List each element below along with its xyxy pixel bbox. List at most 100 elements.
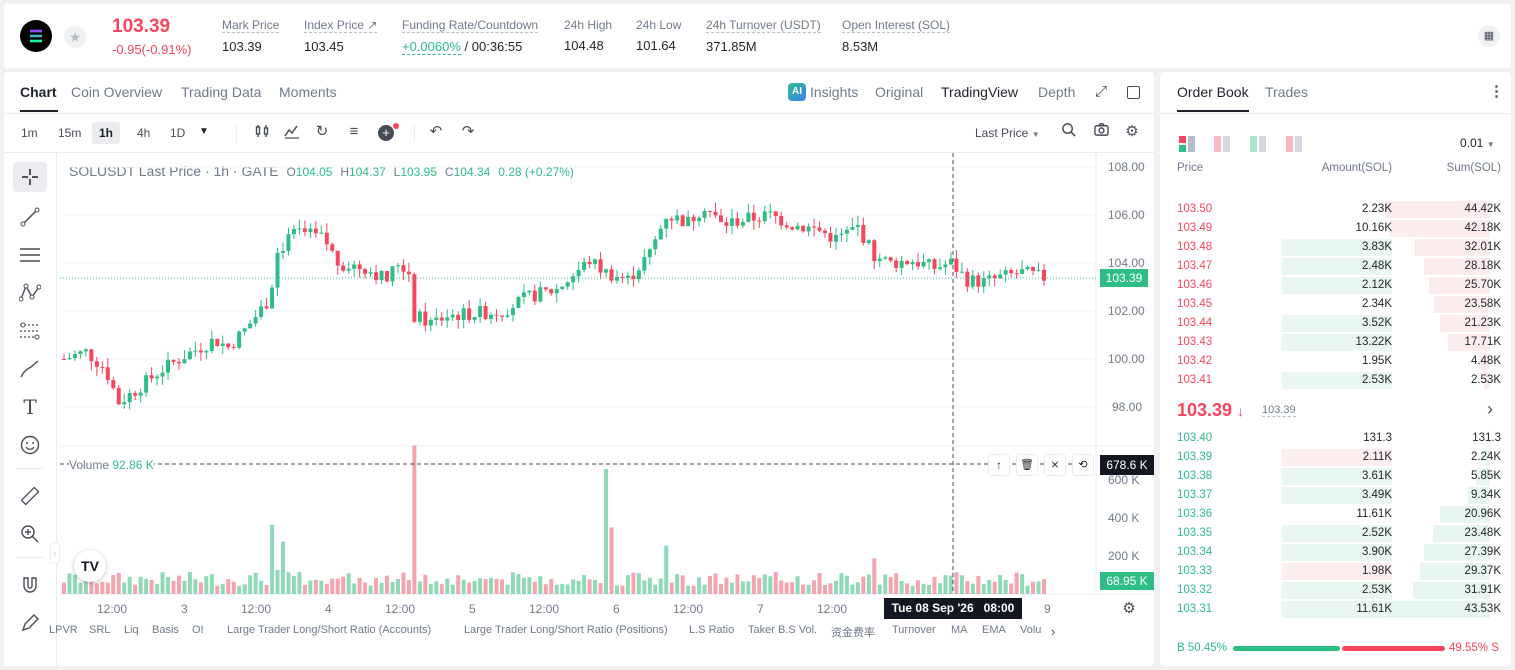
indicator-volume[interactable]: Volu [1020,624,1042,636]
timeframe-4h[interactable]: 4h [137,126,151,140]
indicator-oi[interactable]: OI [192,624,204,636]
chevron-right-icon[interactable]: › [1487,399,1493,419]
bid-row[interactable]: 103.38 3.61K 5.85K [1160,467,1501,486]
candles-icon[interactable] [252,123,272,145]
bid-row[interactable]: 103.35 2.52K 23.48K [1160,524,1501,543]
ask-row[interactable]: 103.43 13.22K 17.71K [1160,333,1501,352]
indicator-lpvr[interactable]: LPVR [49,624,78,636]
more-options-icon[interactable]: ⋮ [1489,83,1504,100]
trendline-tool-icon[interactable] [13,202,47,232]
timeframe-1d[interactable]: 1D [170,126,186,140]
ask-row[interactable]: 103.45 2.34K 23.58K [1160,295,1501,314]
timeframe-1h[interactable]: 1h [92,122,121,144]
scroll-right-icon[interactable]: › [1051,624,1056,639]
bid-row[interactable]: 103.40 131.3 131.3 [1160,429,1501,448]
magnet-tool-icon[interactable] [13,570,47,600]
bid-row[interactable]: 103.33 1.98K 29.37K [1160,562,1501,581]
tab-original[interactable]: Original [875,84,924,100]
replay-icon[interactable]: ↻ [315,123,329,140]
indicator-turnover[interactable]: Turnover [892,624,936,636]
ask-row[interactable]: 103.47 2.48K 28.18K [1160,257,1501,276]
stat-label[interactable]: 24h Turnover (USDT) [706,18,821,33]
pattern-tool-icon[interactable] [13,278,47,308]
bid-row[interactable]: 103.39 2.11K 2.24K [1160,448,1501,467]
indicator-large-trader-positions[interactable]: Large Trader Long/Short Ratio (Positions… [464,624,668,636]
crosshair-tool-icon[interactable] [13,162,47,192]
bid-row[interactable]: 103.31 11.61K 43.53K [1160,600,1501,619]
tab-insights[interactable]: Insights [810,84,859,100]
indicators-icon[interactable] [282,123,302,145]
ask-row[interactable]: 103.46 2.12K 25.70K [1160,276,1501,295]
arrow-up-icon[interactable]: ↑ [988,454,1010,476]
text-tool-icon[interactable]: T [23,395,37,419]
templates-icon[interactable]: ≡ [349,123,359,140]
view-bids-icon[interactable] [1250,136,1266,155]
indicator-ema[interactable]: EMA [982,624,1006,636]
tab-coin-overview[interactable]: Coin Overview [71,84,163,100]
indicator-large-trader-accounts[interactable]: Large Trader Long/Short Ratio (Accounts) [227,624,432,636]
favorite-star-icon[interactable]: ★ [64,26,86,48]
indicator-taker-bs-vol[interactable]: Taker B.S Vol. [748,624,818,636]
ask-row[interactable]: 103.41 2.53K 2.53K [1160,371,1501,390]
delete-icon[interactable]: 🗑 [1016,454,1038,476]
bid-row[interactable]: 103.32 2.53K 31.91K [1160,581,1501,600]
funding-rate-value[interactable]: +0.0060% [402,39,461,55]
timeframe-dropdown-icon[interactable]: ▼ [199,126,209,137]
pencil-tool-icon[interactable] [13,608,47,638]
indicator-basis[interactable]: Basis [152,624,179,636]
stat-label[interactable]: Funding Rate/Countdown [402,18,539,33]
brush-tool-icon[interactable] [13,354,47,384]
precision-select[interactable]: 0.01 ▼ [1460,136,1495,150]
tab-moments[interactable]: Moments [279,84,337,100]
ask-row[interactable]: 103.48 3.83K 32.01K [1160,238,1501,257]
redo-icon[interactable]: ↷ [461,123,475,140]
view-large-icon[interactable] [1286,136,1302,155]
indicator-funding-rate[interactable]: 资金费率 [831,627,875,639]
zoom-tool-icon[interactable] [13,519,47,549]
expand-icon[interactable]: ⤢ [1094,83,1107,100]
ask-row[interactable]: 103.44 3.52K 21.23K [1160,314,1501,333]
tab-order-book[interactable]: Order Book [1177,84,1249,100]
bid-row[interactable]: 103.37 3.49K 9.34K [1160,486,1501,505]
chart-settings-icon[interactable]: ⚙ [1122,600,1136,617]
indicator-ls-ratio[interactable]: L.S Ratio [689,624,735,636]
ask-row[interactable]: 103.50 2.23K 44.42K [1160,200,1501,219]
timeframe-1m[interactable]: 1m [21,126,38,140]
add-indicator-icon[interactable]: + [378,125,394,141]
timeframe-15m[interactable]: 15m [58,126,82,140]
window-icon[interactable] [1127,86,1140,99]
indicator-ma[interactable]: MA [951,624,968,636]
indicator-srl[interactable]: SRL [89,624,111,636]
camera-icon[interactable] [1091,122,1111,143]
ask-row[interactable]: 103.49 10.16K 42.18K [1160,219,1501,238]
candlestick-chart[interactable] [4,72,1154,666]
maximize-pane-icon[interactable]: ⟲ [1072,454,1094,476]
tradingview-logo[interactable]: TV [74,550,106,582]
tab-chart[interactable]: Chart [20,84,57,100]
fib-tool-icon[interactable] [13,316,47,346]
bid-row[interactable]: 103.36 11.61K 20.96K [1160,505,1501,524]
tab-tradingview[interactable]: TradingView [941,84,1019,100]
stat-label[interactable]: Mark Price [222,18,280,33]
mark-price[interactable]: 103.39 [1262,404,1296,417]
parallel-channel-tool-icon[interactable] [13,240,47,270]
bid-row[interactable]: 103.34 3.90K 27.39K [1160,543,1501,562]
view-asks-icon[interactable] [1214,136,1230,155]
ruler-tool-icon[interactable] [13,481,47,511]
stat-label[interactable]: Index Price ↗ [304,18,378,33]
stat-label[interactable]: Open Interest (SOL) [842,18,951,33]
collapse-pane-icon[interactable]: ⨯ [1044,454,1066,476]
tab-depth[interactable]: Depth [1038,84,1076,100]
view-both-icon[interactable] [1179,136,1195,155]
indicator-liq[interactable]: Liq [124,624,139,636]
book-icon[interactable]: ▦ [1478,25,1500,47]
ask-row[interactable]: 103.42 1.95K 4.48K [1160,352,1501,371]
search-icon[interactable] [1058,122,1078,143]
tab-trading-data[interactable]: Trading Data [181,84,262,100]
settings-gear-icon[interactable]: ⚙ [1125,123,1139,140]
collapse-toolbar-icon[interactable]: ‹ [50,542,60,564]
price-type-select[interactable]: Last Price ▼ [975,126,1040,140]
emoji-tool-icon[interactable] [13,430,47,460]
undo-icon[interactable]: ↶ [429,123,443,140]
ai-insights-icon[interactable]: AI [788,83,806,101]
